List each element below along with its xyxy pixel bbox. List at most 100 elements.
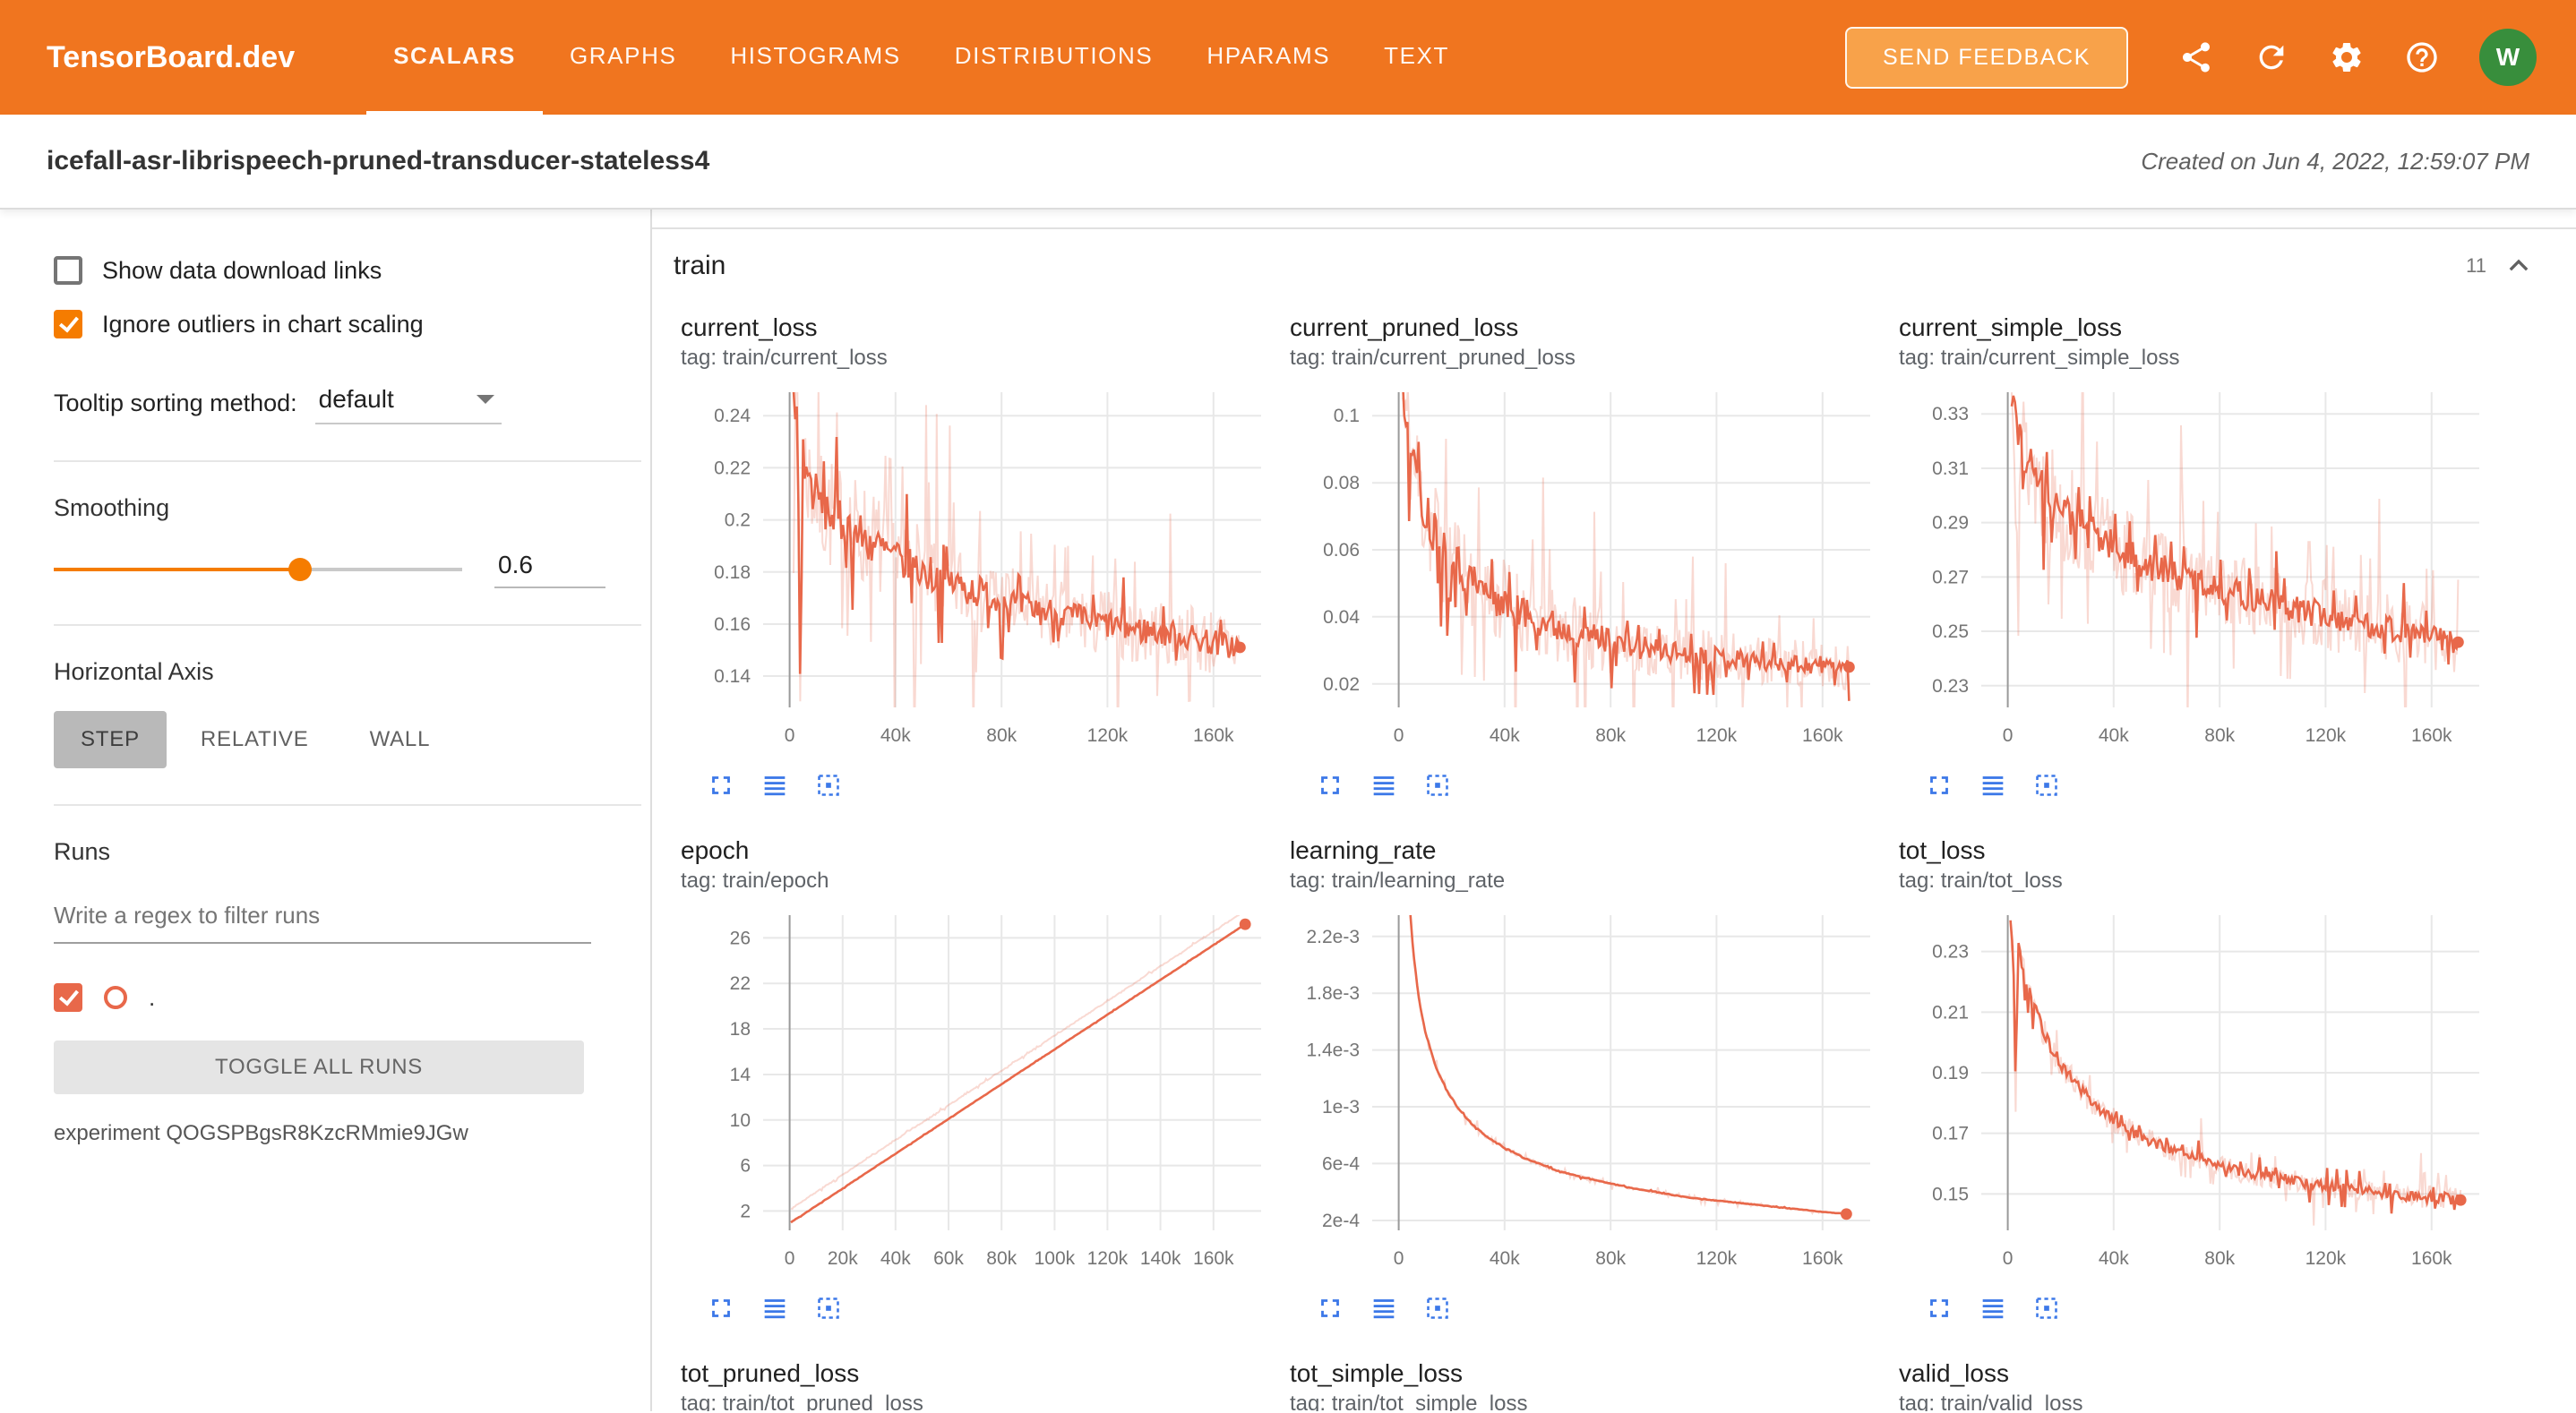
svg-text:0.27: 0.27 bbox=[1932, 567, 1969, 587]
section-meta: 11 bbox=[2466, 248, 2537, 284]
chart-card-tot_loss: tot_loss tag: train/tot_loss 0.15 0.17 0.19 0… bbox=[1899, 826, 2508, 1349]
svg-text:0.19: 0.19 bbox=[1932, 1063, 1969, 1083]
data-table-icon[interactable] bbox=[1978, 770, 2008, 801]
expand-icon[interactable] bbox=[1924, 1293, 1954, 1323]
tab-distributions[interactable]: DISTRIBUTIONS bbox=[954, 41, 1154, 69]
chart-tag: tag: train/tot_loss bbox=[1899, 869, 2063, 893]
run-list-item: . bbox=[54, 983, 650, 1012]
chart-tag: tag: train/current_simple_loss bbox=[1899, 346, 2180, 370]
tab-text[interactable]: TEXT bbox=[1384, 41, 1450, 69]
tab-scalars[interactable]: SCALARS bbox=[366, 0, 543, 115]
svg-text:0.29: 0.29 bbox=[1932, 513, 1969, 534]
toggle-all-runs-button[interactable]: TOGGLE ALL RUNS bbox=[54, 1040, 584, 1094]
chart-plot[interactable]: 0.14 0.16 0.18 0.2 0.22 0.24 0 40k 80k 120k 160k bbox=[681, 381, 1272, 758]
smoothing-label: Smoothing bbox=[54, 494, 170, 521]
chart-plot[interactable]: 0.15 0.17 0.19 0.21 0.23 0 40k 80k 120k 160k bbox=[1899, 904, 2490, 1280]
show-download-checkbox[interactable] bbox=[54, 256, 82, 285]
data-table-icon[interactable] bbox=[1978, 1293, 2008, 1323]
chart-card-current_pruned_loss: current_pruned_loss tag: train/current_pr… bbox=[1290, 303, 1899, 826]
tensorboard-logo[interactable]: TensorBoard.dev bbox=[47, 39, 296, 74]
chart-tag: tag: train/epoch bbox=[681, 869, 829, 893]
svg-text:2: 2 bbox=[740, 1201, 751, 1221]
svg-text:0.23: 0.23 bbox=[1932, 676, 1969, 697]
chart-title: tot_pruned_loss bbox=[681, 1359, 860, 1387]
chart-tag: tag: train/tot_pruned_loss bbox=[681, 1392, 923, 1411]
fit-domain-icon[interactable] bbox=[813, 1293, 844, 1323]
svg-text:40k: 40k bbox=[2099, 1248, 2129, 1269]
fit-domain-icon[interactable] bbox=[813, 770, 844, 801]
tab-histograms[interactable]: HISTOGRAMS bbox=[730, 41, 901, 69]
tooltip-sorting-dropdown[interactable]: default bbox=[314, 381, 502, 424]
chart-title: current_pruned_loss bbox=[1290, 313, 1519, 341]
haxis-buttons: STEP RELATIVE WALL bbox=[54, 711, 650, 768]
chart-card-tot_pruned_loss: tot_pruned_loss tag: train/tot_pruned_los… bbox=[681, 1349, 1290, 1411]
share-icon[interactable] bbox=[2164, 25, 2228, 90]
haxis-wall-button[interactable]: WALL bbox=[369, 727, 431, 751]
chart-title: tot_loss bbox=[1899, 836, 1986, 864]
svg-text:0.2: 0.2 bbox=[725, 510, 751, 531]
svg-text:10: 10 bbox=[730, 1110, 751, 1131]
expand-icon[interactable] bbox=[706, 770, 736, 801]
tooltip-sorting-value: default bbox=[318, 385, 394, 413]
chart-toolbar bbox=[1899, 1280, 2508, 1323]
svg-text:80k: 80k bbox=[1595, 725, 1626, 746]
runs-label: Runs bbox=[54, 838, 111, 865]
svg-text:80k: 80k bbox=[1595, 1248, 1626, 1269]
smoothing-slider[interactable] bbox=[54, 558, 462, 581]
fit-domain-icon[interactable] bbox=[1422, 1293, 1453, 1323]
expand-icon[interactable] bbox=[1315, 770, 1345, 801]
chevron-up-icon[interactable] bbox=[2501, 248, 2537, 284]
chart-card-current_loss: current_loss tag: train/current_loss 0.14 0… bbox=[681, 303, 1290, 826]
svg-text:40k: 40k bbox=[1490, 1248, 1520, 1269]
haxis-relative-button[interactable]: RELATIVE bbox=[200, 727, 309, 751]
created-timestamp: Created on Jun 4, 2022, 12:59:07 PM bbox=[2141, 147, 2529, 175]
avatar[interactable]: W bbox=[2479, 29, 2537, 86]
data-table-icon[interactable] bbox=[760, 770, 790, 801]
chevron-down-icon bbox=[476, 395, 494, 404]
svg-text:0.23: 0.23 bbox=[1932, 942, 1969, 963]
svg-text:0.33: 0.33 bbox=[1932, 404, 1969, 424]
svg-text:0.02: 0.02 bbox=[1323, 674, 1360, 695]
tab-hparams[interactable]: HPARAMS bbox=[1206, 41, 1331, 69]
section-train-header[interactable]: train 11 bbox=[652, 227, 2576, 303]
chart-plot[interactable]: 0.23 0.25 0.27 0.29 0.31 0.33 0 40k 80k 120k 160k bbox=[1899, 381, 2490, 758]
svg-text:160k: 160k bbox=[1802, 1248, 1843, 1269]
settings-icon[interactable] bbox=[2314, 25, 2379, 90]
horizontal-axis-label: Horizontal Axis bbox=[54, 658, 214, 685]
refresh-icon[interactable] bbox=[2239, 25, 2304, 90]
runs-filter-input[interactable] bbox=[54, 895, 591, 944]
expand-icon[interactable] bbox=[706, 1293, 736, 1323]
expand-icon[interactable] bbox=[1924, 770, 1954, 801]
ignore-outliers-checkbox[interactable] bbox=[54, 310, 82, 338]
fit-domain-icon[interactable] bbox=[2031, 1293, 2062, 1323]
data-table-icon[interactable] bbox=[760, 1293, 790, 1323]
chart-tag: tag: train/current_loss bbox=[681, 346, 888, 370]
fit-domain-icon[interactable] bbox=[1422, 770, 1453, 801]
show-download-row: Show data download links bbox=[54, 256, 650, 285]
smoothing-value[interactable]: 0.6 bbox=[494, 551, 605, 588]
run-name: . bbox=[149, 983, 156, 1011]
chart-plot[interactable]: 2e-4 6e-4 1e-3 1.4e-3 1.8e-3 2.2e-3 0 40k 80k 120… bbox=[1290, 904, 1881, 1280]
chart-plot[interactable]: 0.02 0.04 0.06 0.08 0.1 0 40k 80k 120k 160k bbox=[1290, 381, 1881, 758]
fit-domain-icon[interactable] bbox=[2031, 770, 2062, 801]
tab-graphs[interactable]: GRAPHS bbox=[569, 41, 677, 69]
experiment-title: icefall-asr-librispeech-pruned-transduce… bbox=[47, 146, 710, 176]
haxis-step-button[interactable]: STEP bbox=[54, 711, 167, 768]
chart-title: learning_rate bbox=[1290, 836, 1437, 864]
svg-text:20k: 20k bbox=[828, 1248, 858, 1269]
charts-grid: current_loss tag: train/current_loss 0.14 0… bbox=[652, 303, 2576, 1411]
svg-text:0.21: 0.21 bbox=[1932, 1002, 1969, 1023]
chart-card-epoch: epoch tag: train/epoch 2 6 10 14 18 22 26 0 20k 40k… bbox=[681, 826, 1290, 1349]
slider-thumb[interactable] bbox=[288, 558, 312, 581]
run-checkbox[interactable] bbox=[54, 983, 82, 1012]
help-icon[interactable] bbox=[2390, 25, 2454, 90]
data-table-icon[interactable] bbox=[1369, 770, 1399, 801]
svg-text:0.18: 0.18 bbox=[714, 562, 751, 583]
expand-icon[interactable] bbox=[1315, 1293, 1345, 1323]
svg-text:0.31: 0.31 bbox=[1932, 458, 1969, 479]
send-feedback-button[interactable]: SEND FEEDBACK bbox=[1845, 26, 2128, 89]
svg-text:0: 0 bbox=[2003, 725, 2014, 746]
svg-text:40k: 40k bbox=[880, 1248, 911, 1269]
data-table-icon[interactable] bbox=[1369, 1293, 1399, 1323]
